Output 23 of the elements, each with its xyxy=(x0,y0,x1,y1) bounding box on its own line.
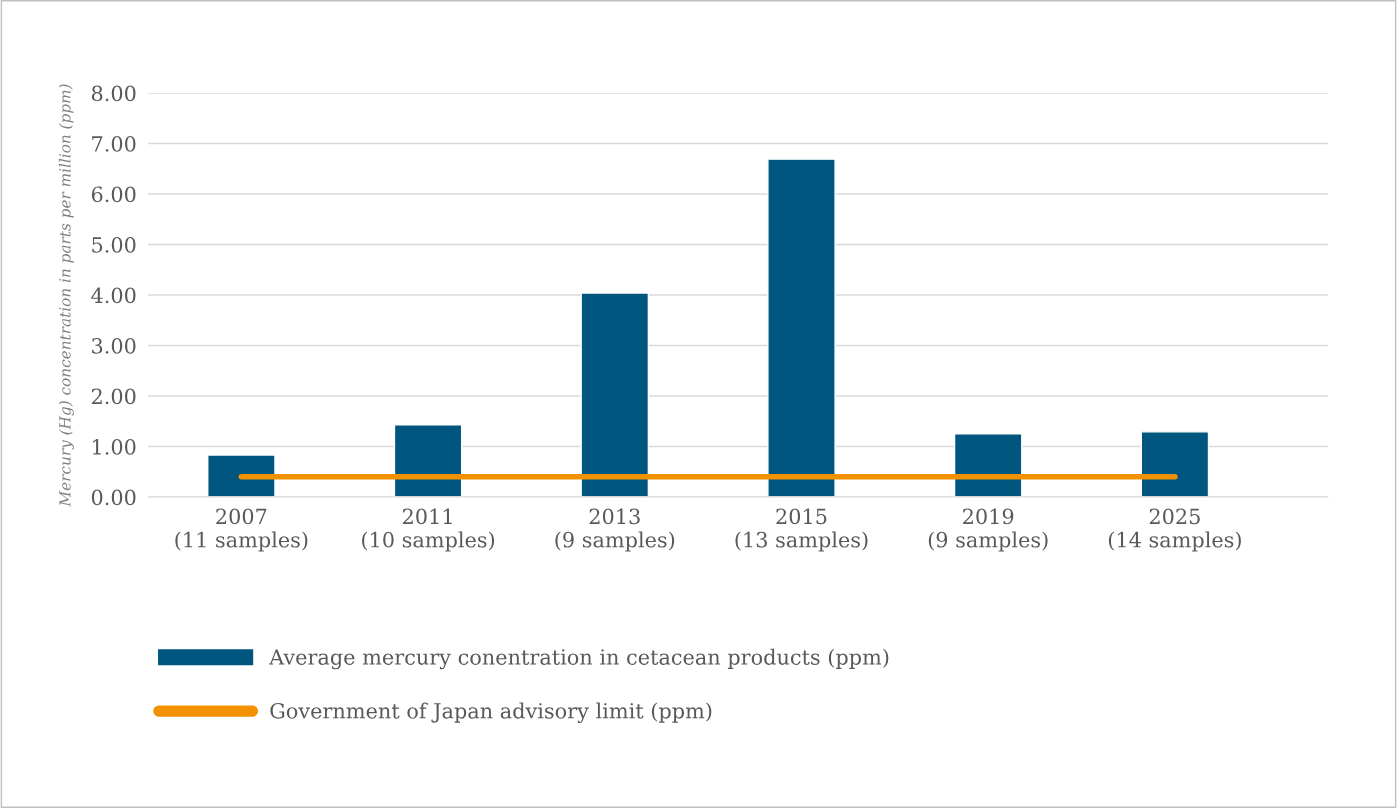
y-tick-label: 8.00 xyxy=(91,85,136,102)
legend-label: Average mercury conentration in cetacean products (ppm) xyxy=(269,648,889,670)
y-tick-label: 6.00 xyxy=(91,186,136,203)
bar xyxy=(767,158,836,497)
y-tick-label: 3.00 xyxy=(92,337,136,354)
y-tick-label: 7.00 xyxy=(92,135,136,152)
legend-label: Government of Japan advisory limit (ppm) xyxy=(270,702,712,723)
x-tick-label: 2013 (9 samples) xyxy=(555,508,675,552)
x-tick-label: 2007 (11 samples) xyxy=(175,508,308,552)
bar xyxy=(207,454,276,497)
bar xyxy=(1140,431,1210,497)
x-tick-label: 2015 (13 samples) xyxy=(735,508,868,552)
x-tick-label: 2011 (10 samples) xyxy=(362,508,495,552)
y-tick-label: 5.00 xyxy=(92,236,136,253)
y-tick-label: 1.00 xyxy=(93,438,136,455)
y-tick-label: 0.00 xyxy=(91,489,136,506)
x-tick-label: 2019 (9 samples) xyxy=(928,508,1048,552)
y-tick-label: 2.00 xyxy=(91,388,136,405)
y-tick-label: 4.00 xyxy=(91,287,136,304)
bar xyxy=(393,424,463,497)
x-tick-label: 2025 (14 samples) xyxy=(1108,508,1241,552)
y-axis-title: Mercury (Hg) concentration in parts per million (ppm) xyxy=(58,84,74,507)
bar xyxy=(580,292,650,497)
